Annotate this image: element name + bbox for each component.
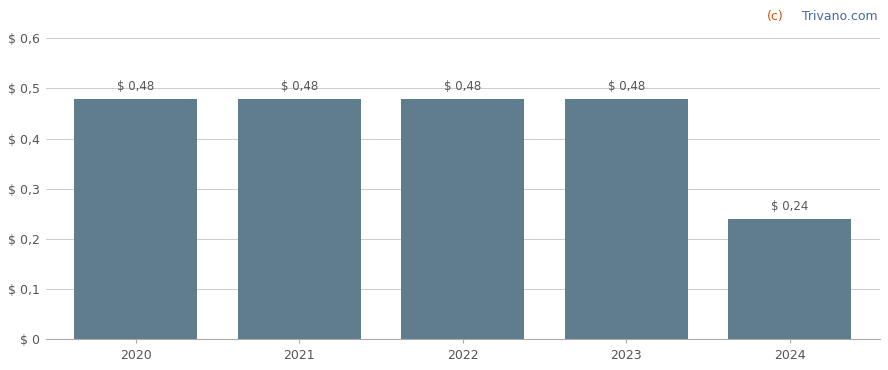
Text: Trivano.com: Trivano.com <box>797 10 877 23</box>
Text: (c): (c) <box>767 10 784 23</box>
Bar <box>75 98 197 339</box>
Bar <box>565 98 687 339</box>
Bar <box>401 98 524 339</box>
Bar <box>238 98 361 339</box>
Text: $ 0,48: $ 0,48 <box>444 80 481 93</box>
Text: $ 0,48: $ 0,48 <box>607 80 645 93</box>
Text: $ 0,24: $ 0,24 <box>771 200 808 213</box>
Bar <box>728 219 851 339</box>
Text: $ 0,48: $ 0,48 <box>281 80 318 93</box>
Text: $ 0,48: $ 0,48 <box>117 80 155 93</box>
